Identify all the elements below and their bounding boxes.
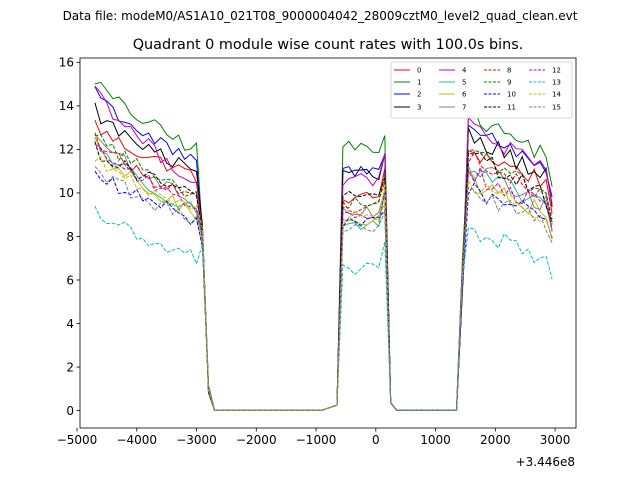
series-line-12 (94, 143, 553, 411)
legend-label: 3 (417, 104, 421, 112)
y-axis: 0 2 4 6 8 10 12 14 16 (59, 56, 80, 418)
legend-label: 1 (417, 79, 421, 87)
legend-label: 11 (507, 104, 516, 112)
y-tick-label: 4 (66, 317, 74, 331)
series-line-15 (94, 165, 553, 411)
legend-label: 10 (507, 91, 516, 99)
plot-lines (94, 81, 553, 411)
series-line-3 (94, 102, 553, 411)
x-tick-label: 1000 (420, 433, 451, 447)
x-tick-label: −3000 (176, 433, 217, 447)
legend-label: 0 (417, 67, 421, 75)
x-offset-label: +3.446e8 (516, 455, 575, 469)
legend-label: 14 (552, 91, 561, 99)
series-line-8 (94, 132, 553, 411)
x-tick-label: −1000 (296, 433, 337, 447)
legend-label: 13 (552, 79, 561, 87)
y-tick-label: 14 (59, 99, 74, 113)
x-tick-label: −2000 (236, 433, 277, 447)
series-line-4 (94, 85, 553, 411)
y-tick-label: 12 (59, 143, 74, 157)
series-line-5 (94, 136, 553, 411)
x-tick-label: −4000 (116, 433, 157, 447)
series-line-6 (94, 137, 553, 411)
y-tick-label: 0 (66, 404, 74, 418)
y-tick-label: 2 (66, 360, 74, 374)
x-tick-label: 2000 (480, 433, 511, 447)
x-tick-label: 3000 (540, 433, 571, 447)
legend-label: 8 (507, 67, 511, 75)
x-axis: −5000 −4000 −3000 −2000 −1000 0 1000 2000 3000 (57, 428, 571, 447)
legend-label: 9 (507, 79, 511, 87)
series-line-7 (94, 133, 553, 411)
series-line-9 (94, 134, 553, 411)
y-tick-label: 16 (59, 56, 74, 70)
y-tick-label: 6 (66, 273, 74, 287)
series-line-10 (94, 170, 553, 411)
y-tick-label: 8 (66, 230, 74, 244)
legend-frame (390, 61, 573, 119)
legend-label: 6 (462, 91, 467, 99)
series-line-0 (94, 119, 553, 411)
x-tick-label: −5000 (57, 433, 98, 447)
legend-label: 4 (462, 67, 467, 75)
series-line-11 (94, 141, 553, 411)
legend-label: 5 (462, 79, 466, 87)
legend-label: 7 (462, 104, 466, 112)
plot-frame (79, 57, 577, 429)
y-tick-label: 10 (59, 186, 74, 200)
chart-title: Quadrant 0 module wise count rates with … (133, 37, 524, 53)
x-tick-label: 0 (372, 433, 380, 447)
legend-label: 15 (552, 104, 561, 112)
chart-suptitle: Data file: modeM0/AS1A10_021T08_90000040… (63, 9, 578, 23)
series-line-13 (94, 205, 553, 411)
legend-label: 2 (417, 91, 421, 99)
series-line-14 (94, 155, 553, 411)
legend-label: 12 (552, 67, 561, 75)
